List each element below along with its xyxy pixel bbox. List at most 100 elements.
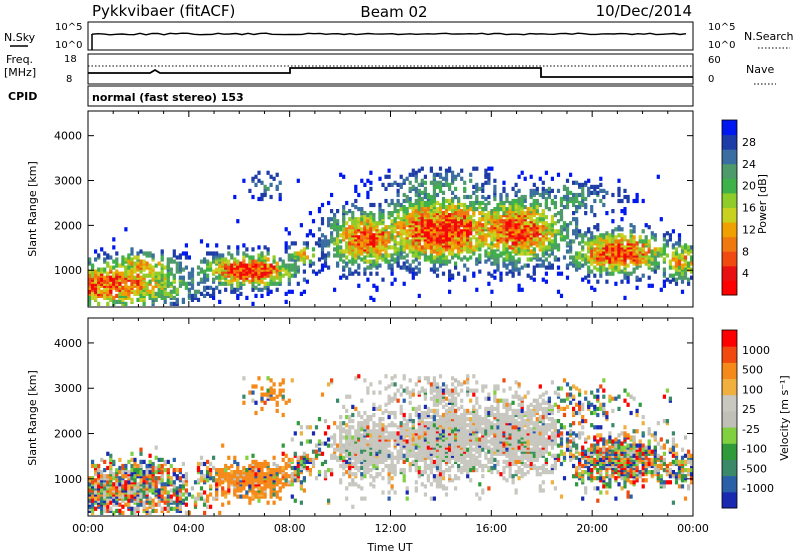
power-cell bbox=[257, 178, 261, 183]
power-cell bbox=[342, 215, 346, 220]
power-cell bbox=[578, 241, 582, 246]
power-cell bbox=[88, 301, 92, 306]
velocity-cell bbox=[227, 478, 231, 483]
power-cell bbox=[575, 227, 579, 232]
power-cell bbox=[587, 279, 591, 284]
power-cell bbox=[520, 251, 524, 256]
power-cell bbox=[414, 186, 418, 191]
power-cell bbox=[139, 259, 143, 264]
power-cell bbox=[345, 200, 349, 206]
power-cell bbox=[575, 251, 579, 256]
velocity-cell bbox=[390, 476, 394, 481]
power-cell bbox=[505, 215, 509, 220]
power-cell bbox=[414, 198, 418, 204]
power-cell bbox=[399, 247, 403, 252]
velocity-cell bbox=[327, 443, 331, 448]
freq-line bbox=[88, 67, 693, 78]
power-cell bbox=[402, 237, 406, 242]
power-cell bbox=[502, 200, 506, 206]
power-cell bbox=[130, 247, 134, 252]
velocity-cell bbox=[369, 451, 373, 456]
velocity-cell bbox=[221, 468, 225, 473]
power-cell bbox=[653, 265, 657, 270]
velocity-heatmap bbox=[88, 374, 694, 515]
power-cell bbox=[559, 229, 564, 234]
power-cell bbox=[611, 229, 615, 234]
power-cell bbox=[629, 223, 633, 228]
velocity-cell bbox=[118, 508, 122, 513]
power-cell bbox=[351, 257, 355, 262]
power-cell bbox=[472, 211, 476, 216]
power-cell bbox=[236, 259, 240, 264]
power-cell bbox=[590, 190, 594, 195]
power-cell bbox=[484, 221, 488, 226]
power-cell bbox=[411, 207, 415, 212]
power-cell bbox=[221, 253, 225, 258]
velocity-cell bbox=[357, 484, 361, 489]
power-cell bbox=[481, 188, 485, 193]
power-cell bbox=[454, 265, 458, 270]
power-cell bbox=[508, 209, 512, 214]
power-cell bbox=[493, 178, 497, 183]
power-cell bbox=[487, 176, 491, 181]
power-cell bbox=[209, 251, 213, 256]
power-cell bbox=[644, 223, 648, 228]
velocity-cell bbox=[142, 470, 146, 475]
power-cell bbox=[369, 180, 373, 185]
power-cell bbox=[435, 245, 440, 250]
power-cell bbox=[284, 269, 288, 274]
power-cell bbox=[287, 267, 291, 272]
velocity-cell bbox=[357, 459, 361, 464]
power-cell bbox=[635, 275, 639, 280]
power-cell bbox=[499, 192, 503, 198]
power-cell bbox=[269, 182, 273, 187]
velocity-cell bbox=[248, 496, 252, 501]
power-cell bbox=[432, 182, 436, 187]
velocity-cell bbox=[178, 468, 182, 473]
power-cell bbox=[432, 192, 436, 198]
power-cell bbox=[405, 211, 409, 216]
y-tick-label: 4000 bbox=[54, 130, 82, 143]
velocity-cell bbox=[293, 498, 297, 503]
nsearch-tick-bottom: 10^0 bbox=[708, 40, 735, 51]
power-cell bbox=[529, 174, 533, 179]
power-cell bbox=[187, 275, 191, 280]
power-cell bbox=[287, 253, 291, 258]
power-cell bbox=[487, 257, 491, 262]
power-cell bbox=[302, 277, 306, 282]
velocity-cell bbox=[227, 484, 231, 489]
power-cell bbox=[345, 227, 349, 232]
velocity-cell bbox=[293, 431, 297, 436]
power-cell bbox=[532, 277, 536, 282]
velocity-cell bbox=[133, 510, 137, 515]
power-cell bbox=[466, 267, 470, 272]
power-cell bbox=[493, 215, 497, 220]
velocity-cell bbox=[375, 423, 379, 428]
velocity-cell bbox=[411, 406, 415, 411]
power-cell bbox=[136, 297, 140, 302]
power-cell bbox=[596, 239, 600, 244]
freq-panel: Freq. [MHz] 18 8 60 0 Nave CPID bbox=[4, 53, 776, 103]
velocity-cell bbox=[91, 459, 95, 464]
power-cell bbox=[544, 170, 548, 175]
velocity-cell bbox=[184, 476, 188, 481]
velocity-cell bbox=[408, 400, 412, 405]
power-cell bbox=[448, 215, 452, 220]
power-cell bbox=[469, 200, 473, 206]
power-cell bbox=[106, 261, 110, 266]
power-cell bbox=[420, 213, 424, 218]
power-cell bbox=[139, 249, 143, 254]
power-cell bbox=[544, 215, 548, 220]
power-cell bbox=[523, 205, 527, 210]
power-cell bbox=[438, 215, 443, 220]
velocity-cell bbox=[333, 433, 337, 438]
power-cell bbox=[426, 200, 430, 206]
power-cell bbox=[184, 265, 188, 270]
velocity-cell bbox=[311, 461, 316, 467]
power-cell bbox=[584, 259, 588, 264]
power-cell bbox=[511, 255, 515, 260]
velocity-cell bbox=[381, 417, 385, 422]
velocity-cell bbox=[405, 439, 409, 444]
power-cell bbox=[145, 251, 149, 256]
velocity-cell bbox=[115, 488, 119, 493]
